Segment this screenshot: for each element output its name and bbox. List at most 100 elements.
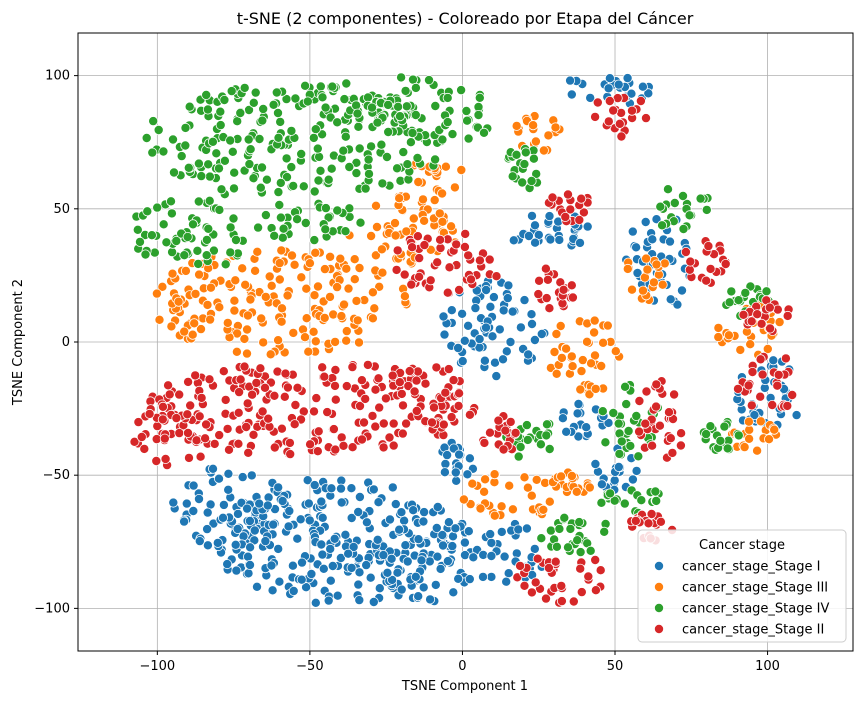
- scatter-point: [243, 134, 254, 145]
- scatter-point: [519, 580, 530, 591]
- scatter-point: [675, 440, 686, 451]
- scatter-point: [179, 516, 190, 527]
- scatter-point: [761, 286, 772, 297]
- scatter-point: [353, 121, 364, 132]
- scatter-point: [163, 380, 174, 391]
- scatter-point: [256, 313, 267, 324]
- scatter-point: [251, 581, 262, 592]
- scatter-point: [549, 346, 560, 357]
- scatter-point: [242, 310, 253, 321]
- scatter-point: [190, 370, 201, 381]
- scatter-point: [655, 516, 666, 527]
- scatter-point: [196, 392, 207, 403]
- scatter-point: [432, 501, 443, 512]
- scatter-point: [255, 363, 266, 374]
- scatter-point: [489, 510, 500, 521]
- scatter-point: [223, 484, 234, 495]
- scatter-point: [458, 494, 469, 505]
- scatter-point: [566, 280, 577, 291]
- scatter-point: [464, 409, 475, 420]
- scatter-point: [523, 349, 534, 360]
- scatter-point: [317, 512, 328, 523]
- scatter-point: [634, 395, 645, 406]
- x-tick-label: 100: [755, 659, 780, 674]
- scatter-point: [232, 524, 243, 535]
- scatter-point: [244, 560, 255, 571]
- scatter-point: [312, 446, 323, 457]
- scatter-point: [481, 284, 492, 295]
- scatter-point: [226, 86, 237, 97]
- scatter-point: [386, 553, 397, 564]
- scatter-point: [202, 524, 213, 535]
- scatter-point: [303, 346, 314, 357]
- scatter-point: [630, 515, 641, 526]
- scatter-point: [545, 234, 556, 245]
- scatter-point: [344, 203, 355, 214]
- scatter-point: [563, 189, 574, 200]
- scatter-point: [505, 336, 516, 347]
- scatter-point: [565, 75, 576, 86]
- scatter-point: [193, 493, 204, 504]
- scatter-point: [581, 422, 592, 433]
- scatter-point: [327, 81, 338, 92]
- scatter-point: [225, 135, 236, 146]
- scatter-point: [332, 117, 343, 128]
- scatter-point: [288, 180, 299, 191]
- scatter-point: [608, 407, 619, 418]
- scatter-point: [486, 551, 497, 562]
- scatter-point: [160, 453, 171, 464]
- scatter-point: [598, 337, 609, 348]
- scatter-point: [322, 407, 333, 418]
- scatter-point: [474, 92, 485, 103]
- scatter-point: [213, 163, 224, 174]
- scatter-point: [597, 406, 608, 417]
- scatter-point: [328, 309, 339, 320]
- scatter-point: [442, 556, 453, 567]
- scatter-point: [500, 425, 511, 436]
- scatter-point: [556, 580, 567, 591]
- scatter-point: [374, 281, 385, 292]
- scatter-point: [595, 565, 606, 576]
- scatter-point: [387, 482, 398, 493]
- scatter-point: [239, 333, 250, 344]
- scatter-point: [461, 106, 472, 117]
- scatter-point: [195, 324, 206, 335]
- scatter-point: [451, 239, 462, 250]
- scatter-point: [228, 213, 239, 224]
- legend-label: cancer_stage_Stage IV: [682, 602, 829, 617]
- scatter-point: [409, 386, 420, 397]
- scatter-point: [453, 400, 464, 411]
- scatter-point: [249, 525, 260, 536]
- scatter-point: [339, 94, 350, 105]
- scatter-point: [393, 101, 404, 112]
- scatter-point: [638, 285, 649, 296]
- scatter-point: [168, 497, 179, 508]
- x-tick-label: 50: [607, 659, 624, 674]
- scatter-point: [464, 453, 475, 464]
- scatter-point: [559, 512, 570, 523]
- scatter-point: [193, 158, 204, 169]
- scatter-point: [502, 293, 513, 304]
- scatter-point: [352, 315, 363, 326]
- scatter-point: [454, 449, 465, 460]
- scatter-point: [310, 597, 321, 608]
- scatter-point: [627, 284, 638, 295]
- scatter-point: [487, 331, 498, 342]
- scatter-point: [515, 441, 526, 452]
- scatter-point: [258, 104, 269, 115]
- scatter-point: [369, 303, 380, 314]
- legend-label: cancer_stage_Stage III: [682, 581, 828, 596]
- scatter-point: [396, 584, 407, 595]
- scatter-point: [184, 101, 195, 112]
- scatter-point: [323, 174, 334, 185]
- scatter-point: [288, 586, 299, 597]
- scatter-point: [478, 127, 489, 138]
- scatter-point: [713, 332, 724, 343]
- scatter-point: [604, 73, 615, 84]
- scatter-point: [268, 519, 279, 530]
- scatter-point: [439, 329, 450, 340]
- scatter-point: [406, 279, 417, 290]
- scatter-point: [332, 205, 343, 216]
- scatter-point: [292, 214, 303, 225]
- scatter-point: [484, 254, 495, 265]
